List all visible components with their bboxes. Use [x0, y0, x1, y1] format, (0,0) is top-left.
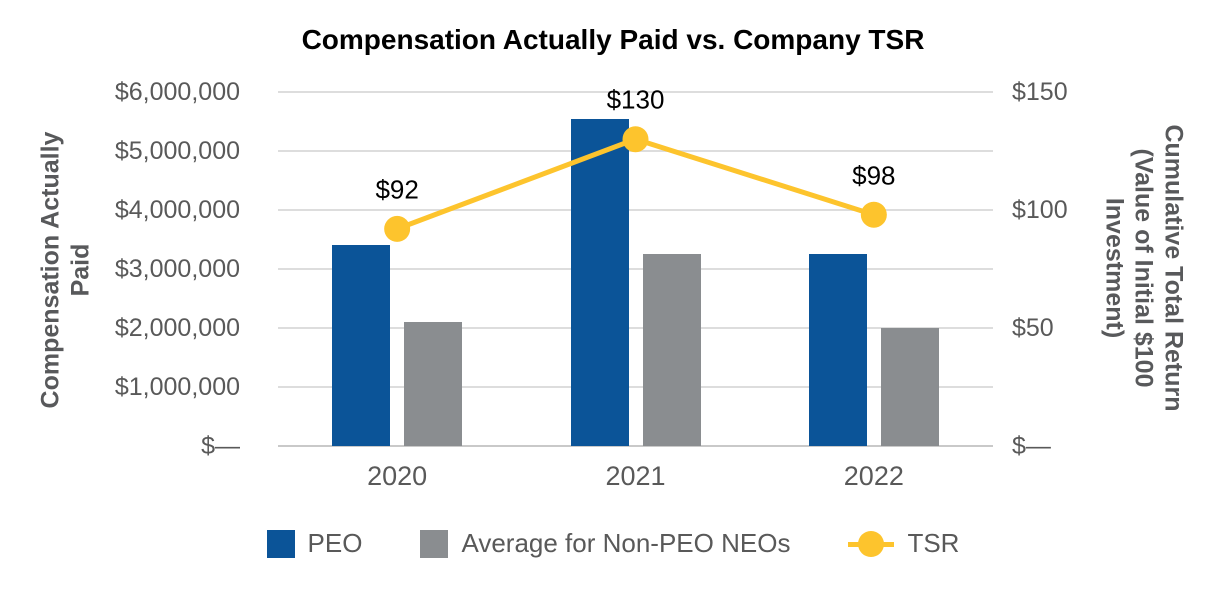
right-axis-title: Cumulative Total Return (Value of Initial… [1099, 124, 1188, 412]
legend-label-average-for-non-peo-neos: Average for Non-PEO NEOs [461, 528, 791, 558]
y-tick-left: $1,000,000 [114, 373, 240, 401]
y-tick-left: $4,000,000 [114, 196, 240, 224]
gridline [278, 91, 993, 93]
legend-swatch-peo [266, 529, 295, 558]
y-tick-right: $150 [1012, 78, 1068, 106]
y-tick-right: $100 [1012, 196, 1068, 224]
y-tick-left: $2,000,000 [114, 314, 240, 342]
axis-title-line: Cumulative Total Return [1159, 124, 1188, 412]
chart-title: Compensation Actually Paid vs. Company T… [301, 24, 925, 55]
y-tick-left: $3,000,000 [114, 255, 240, 283]
chart-legend: PEO Average for Non-PEO NEOs TSR [0, 528, 1226, 559]
y-tick-right: $— [1012, 432, 1051, 460]
gridline [278, 268, 993, 270]
x-tick-2021: 2021 [605, 461, 666, 491]
y-tick-left: $— [201, 432, 240, 460]
gridline [278, 209, 993, 211]
gridline [278, 327, 993, 329]
legend-line-marker-icon [848, 530, 895, 558]
bar-peo-2020 [332, 245, 391, 446]
legend-item-average-for-non-peo-neos: Average for Non-PEO NEOs [420, 528, 790, 559]
legend-label-tsr: TSR [907, 528, 960, 558]
axis-title-line: (Value of Initial $100 [1129, 148, 1158, 388]
y-tick-right: $50 [1012, 314, 1054, 342]
gridline [278, 386, 993, 388]
tsr-marker-2020 [384, 215, 411, 242]
tsr-value-label: $92 [375, 174, 419, 205]
legend-item-peo: PEO [266, 528, 363, 559]
x-tick-2022: 2022 [843, 461, 904, 491]
x-axis-line [278, 445, 993, 447]
y-tick-left: $5,000,000 [114, 137, 240, 165]
axis-title-line: Investment) [1100, 197, 1129, 339]
bar-average-for-non-peo-neos-2022 [880, 328, 939, 446]
bar-peo-2021 [570, 118, 629, 446]
gridline [278, 150, 993, 152]
tsr-value-label: $130 [606, 84, 665, 115]
tsr-marker-2022 [860, 201, 887, 228]
legend-swatch-average-for-non-peo-neos [420, 529, 449, 558]
bar-average-for-non-peo-neos-2021 [642, 254, 701, 446]
bar-average-for-non-peo-neos-2020 [404, 322, 463, 446]
x-tick-2020: 2020 [367, 461, 428, 491]
tsr-line [396, 136, 875, 232]
y-tick-left: $6,000,000 [114, 78, 240, 106]
tsr-value-label: $98 [852, 160, 896, 191]
legend-line-dot [858, 530, 885, 557]
bar-peo-2022 [808, 254, 867, 446]
legend-label-peo: PEO [307, 528, 363, 558]
legend-item-tsr: TSR [848, 528, 959, 559]
